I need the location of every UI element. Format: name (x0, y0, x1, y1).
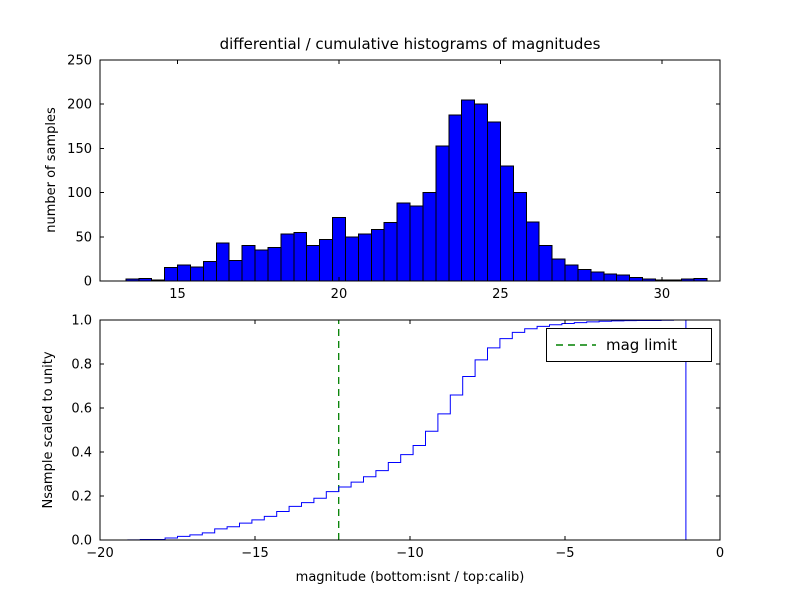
histogram-bar (189, 266, 204, 282)
histogram-bar (396, 202, 411, 282)
histogram-bar (215, 242, 230, 282)
histogram-bar (370, 229, 385, 282)
histogram-bar (551, 258, 566, 282)
histogram-bar (422, 192, 437, 282)
histogram-bar (202, 261, 217, 282)
histogram-bar (332, 216, 346, 282)
histogram-bar (228, 260, 243, 282)
histogram-bar (344, 236, 359, 282)
histogram-bar (487, 121, 501, 282)
histogram-bar (590, 271, 605, 282)
y-tick-label: 0.6 (71, 402, 92, 417)
histogram-bar (293, 231, 308, 282)
histogram-bar (177, 264, 191, 282)
histogram-bar (254, 249, 269, 282)
y-tick-label: 150 (67, 142, 92, 157)
histogram-bar (319, 238, 333, 282)
chart-title: differential / cumulative histograms of … (220, 35, 601, 53)
histogram-bar (577, 269, 592, 282)
histogram-bar (499, 165, 514, 282)
histogram-bar (525, 221, 540, 282)
y-tick-label: 0.2 (71, 490, 92, 505)
axes-frame (99, 59, 721, 282)
y-tick-label: 0.0 (71, 534, 92, 549)
cdf-step-line (127, 319, 687, 541)
histogram-bar (603, 273, 618, 282)
histogram-bar (435, 145, 450, 282)
histogram-bar (409, 205, 424, 282)
histogram-bar (474, 103, 488, 282)
legend: mag limit (546, 328, 712, 362)
histogram-bar (357, 233, 372, 282)
histogram-bar (306, 245, 321, 282)
y-tick-label: 200 (67, 98, 92, 113)
y-tick-label: 0.8 (71, 358, 92, 373)
x-axis-label: magnitude (bottom:isnt / top:calib) (296, 570, 525, 585)
histogram-bar (512, 192, 527, 282)
histogram-bar (241, 245, 256, 282)
x-tick-label: 15 (169, 287, 186, 302)
y-tick-label: 100 (67, 186, 92, 201)
y-tick-label: 0 (84, 275, 92, 290)
y-tick-label: 0.4 (71, 446, 92, 461)
histogram-bar (461, 99, 476, 282)
top-histogram-plot: 15 20 25 30 0 50 100 150 200 250 (67, 54, 721, 302)
histogram-bar (267, 246, 282, 282)
x-tick-label: −5 (555, 546, 574, 561)
histogram-bar (383, 222, 398, 282)
histogram-bar (564, 264, 579, 282)
x-tick-label: −20 (86, 546, 113, 561)
histogram-bar (448, 114, 463, 282)
y-tick-label: 250 (67, 54, 92, 69)
x-tick-label: 25 (492, 287, 509, 302)
histogram-bar (538, 245, 553, 282)
top-ylabel: number of samples (44, 107, 59, 233)
x-tick-label: 0 (716, 546, 724, 561)
y-tick-label: 1.0 (71, 314, 92, 329)
bottom-cdf-plot: −20 −15 −10 −5 0 0.0 0.2 0.4 0.6 0.8 1.0 (71, 314, 724, 562)
x-tick-label: −15 (241, 546, 268, 561)
histogram-bars (125, 99, 708, 282)
x-tick-label: −10 (396, 546, 423, 561)
histogram-bar (616, 274, 631, 282)
bottom-ylabel: Nsample scaled to unity (41, 351, 56, 508)
legend-label: mag limit (606, 336, 677, 354)
y-tick-label: 50 (75, 230, 92, 245)
histogram-bar (280, 233, 295, 282)
axes-frame (99, 319, 721, 541)
x-tick-label: 20 (331, 287, 348, 302)
x-tick-label: 30 (654, 287, 671, 302)
histogram-bar (164, 267, 179, 282)
histogram-bar (629, 276, 644, 282)
